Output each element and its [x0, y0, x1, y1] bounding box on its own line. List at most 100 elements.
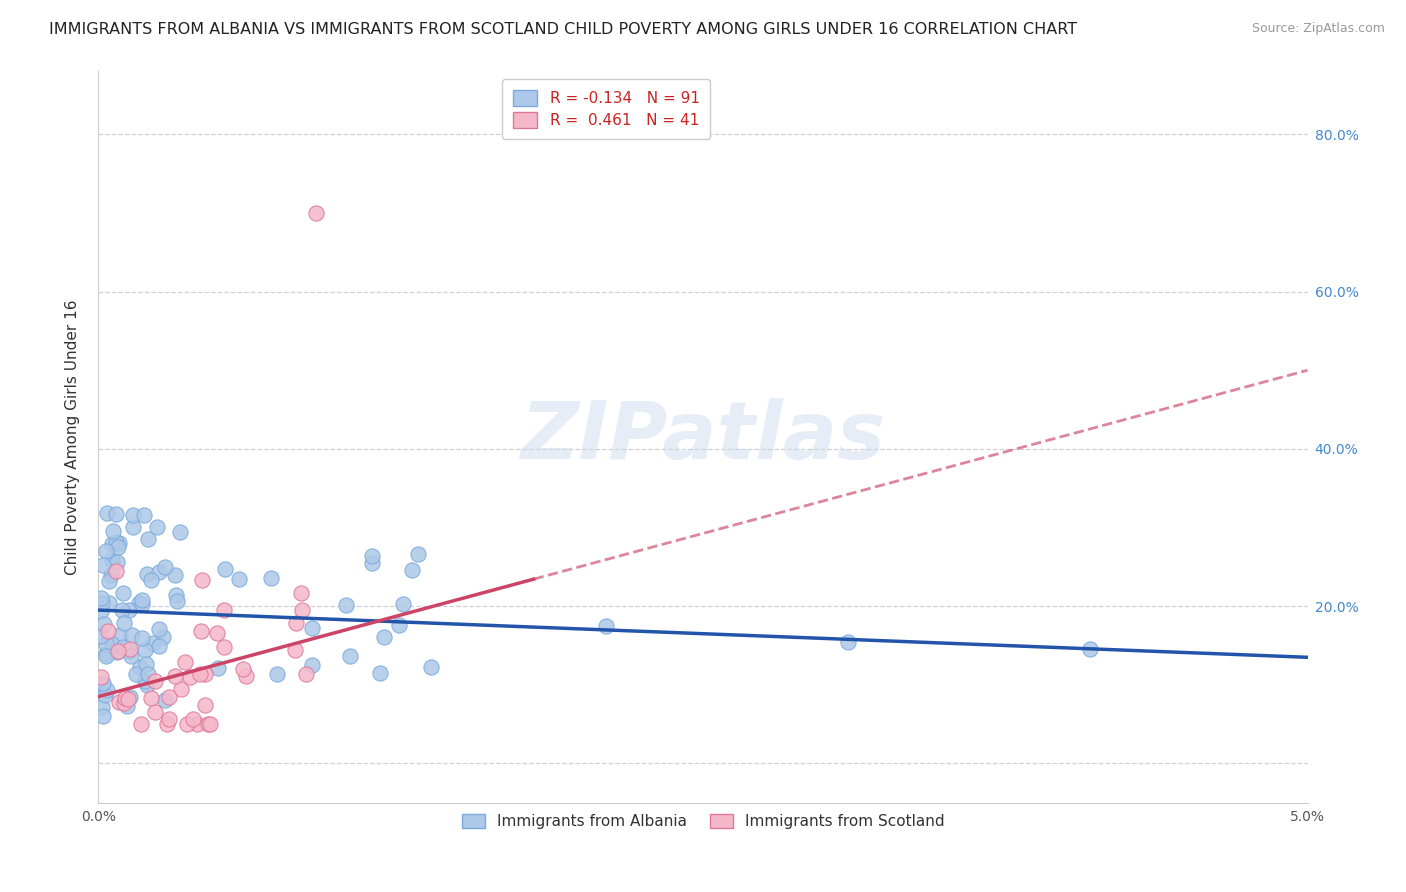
Point	[131, 597, 153, 611]
Point	[105, 507, 128, 521]
Point	[100, 567, 122, 582]
Point	[207, 660, 229, 674]
Point	[152, 630, 174, 644]
Point	[401, 563, 423, 577]
Point	[181, 712, 204, 726]
Point	[207, 625, 229, 640]
Point	[101, 636, 124, 650]
Point	[194, 698, 217, 712]
Point	[101, 553, 124, 567]
Point	[96, 648, 118, 663]
Point	[139, 573, 162, 587]
Point	[170, 682, 193, 697]
Point	[212, 603, 235, 617]
Point	[120, 690, 142, 705]
Point	[108, 695, 131, 709]
Point	[148, 639, 170, 653]
Point	[1078, 642, 1101, 657]
Point	[108, 536, 131, 550]
Point	[157, 713, 180, 727]
Point	[190, 624, 212, 638]
Point	[198, 717, 221, 731]
Point	[301, 621, 323, 635]
Legend: Immigrants from Albania, Immigrants from Scotland: Immigrants from Albania, Immigrants from…	[456, 808, 950, 836]
Point	[112, 615, 135, 630]
Point	[101, 537, 124, 551]
Point	[90, 596, 112, 610]
Point	[370, 666, 392, 681]
Point	[301, 658, 323, 673]
Point	[105, 644, 128, 658]
Point	[373, 630, 395, 644]
Point	[157, 690, 180, 705]
Point	[104, 564, 127, 578]
Point	[128, 596, 150, 610]
Point	[118, 642, 141, 657]
Point	[118, 602, 141, 616]
Point	[97, 574, 120, 588]
Point	[294, 666, 316, 681]
Point	[134, 674, 156, 689]
Point	[169, 524, 191, 539]
Point	[93, 617, 115, 632]
Point	[90, 591, 112, 605]
Point	[121, 628, 143, 642]
Point	[105, 555, 128, 569]
Point	[90, 671, 112, 685]
Y-axis label: Child Poverty Among Girls Under 16: Child Poverty Among Girls Under 16	[65, 300, 80, 574]
Point	[110, 628, 132, 642]
Point	[114, 691, 136, 706]
Point	[139, 690, 162, 705]
Point	[138, 533, 160, 547]
Point	[117, 699, 139, 714]
Point	[142, 636, 165, 650]
Point	[91, 558, 114, 572]
Point	[107, 540, 129, 554]
Point	[392, 597, 415, 611]
Point	[121, 508, 143, 523]
Point	[112, 696, 135, 710]
Point	[173, 656, 195, 670]
Point	[361, 556, 384, 570]
Point	[285, 615, 308, 630]
Point	[90, 678, 112, 692]
Point	[91, 708, 114, 723]
Point	[284, 643, 307, 657]
Point	[194, 667, 217, 681]
Point	[93, 688, 115, 702]
Point	[595, 619, 617, 633]
Point	[165, 588, 187, 602]
Point	[129, 660, 152, 674]
Point	[339, 649, 361, 664]
Point	[146, 519, 169, 533]
Point	[122, 520, 145, 534]
Point	[335, 599, 357, 613]
Point	[837, 634, 859, 648]
Point	[165, 567, 187, 582]
Point	[111, 640, 134, 654]
Point	[153, 559, 176, 574]
Point	[186, 717, 208, 731]
Point	[112, 586, 135, 600]
Point	[232, 663, 254, 677]
Point	[131, 631, 153, 645]
Point	[125, 666, 148, 681]
Point	[131, 717, 153, 731]
Point	[290, 585, 312, 599]
Point	[143, 674, 166, 689]
Point	[131, 593, 153, 607]
Point	[361, 549, 384, 563]
Point	[143, 705, 166, 719]
Point	[153, 693, 176, 707]
Point	[97, 624, 120, 638]
Point	[135, 567, 157, 582]
Point	[156, 717, 179, 731]
Point	[90, 604, 112, 618]
Point	[111, 603, 134, 617]
Point	[90, 629, 112, 643]
Point	[96, 682, 118, 697]
Point	[148, 565, 170, 579]
Point	[260, 571, 283, 585]
Point	[179, 670, 201, 684]
Point	[305, 206, 328, 220]
